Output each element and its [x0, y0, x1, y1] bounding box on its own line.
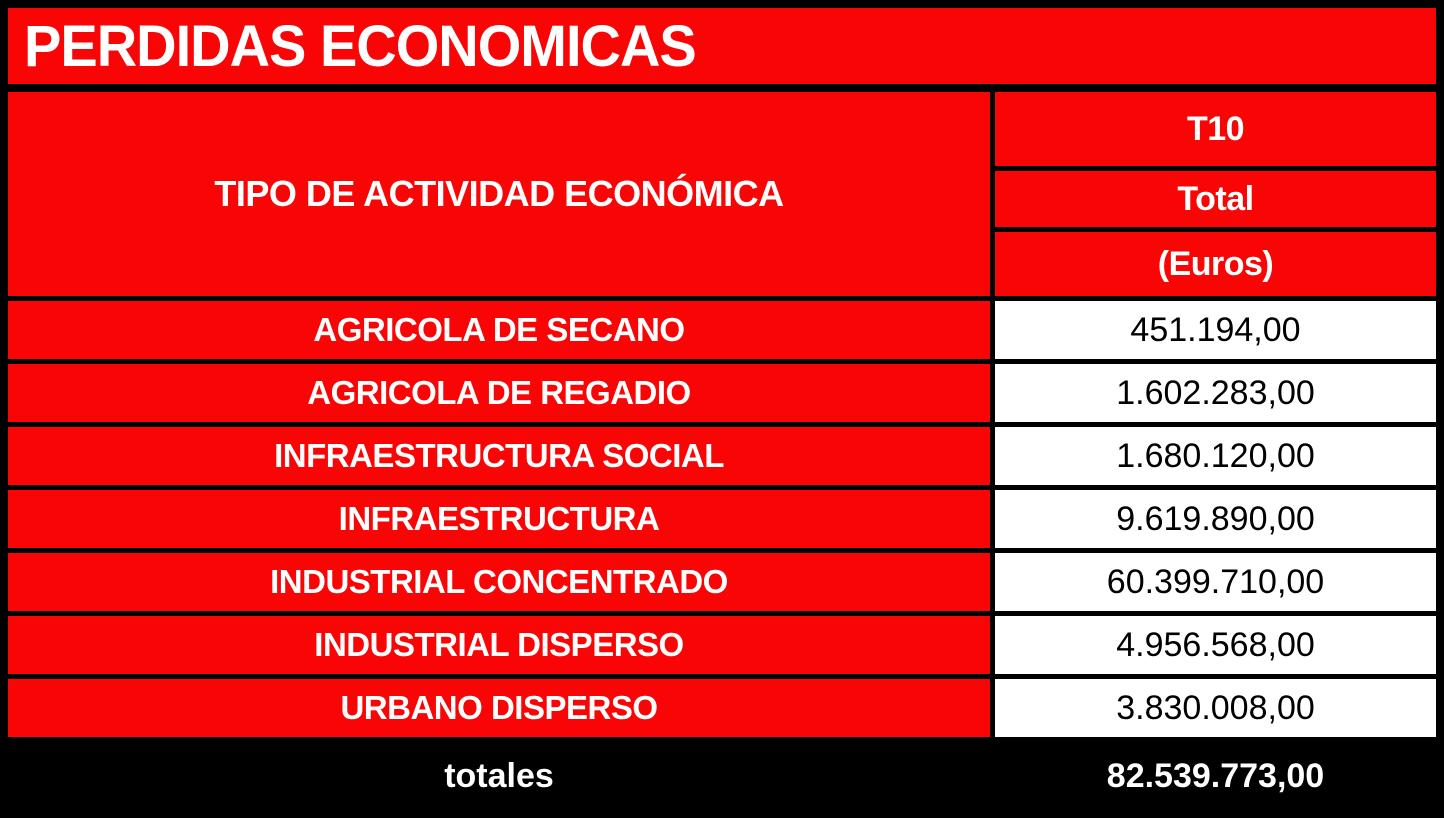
header-activity-type: TIPO DE ACTIVIDAD ECONÓMICA	[8, 92, 990, 296]
row-value-industrial-concentrado: 60.399.710,00	[995, 553, 1436, 611]
header-code-t10: T10	[995, 92, 1436, 166]
row-label-urbano-disperso: URBANO DISPERSO	[8, 679, 990, 737]
row-value-urbano-disperso: 3.830.008,00	[995, 679, 1436, 737]
row-label-agricola-secano: AGRICOLA DE SECANO	[8, 301, 990, 359]
row-value-infraestructura-social: 1.680.120,00	[995, 427, 1436, 485]
row-label-industrial-concentrado: INDUSTRIAL CONCENTRADO	[8, 553, 990, 611]
row-value-infraestructura: 9.619.890,00	[995, 490, 1436, 548]
row-value-agricola-secano: 451.194,00	[995, 301, 1436, 359]
row-label-agricola-regadio: AGRICOLA DE REGADIO	[8, 364, 990, 422]
row-label-infraestructura: INFRAESTRUCTURA	[8, 490, 990, 548]
row-value-agricola-regadio: 1.602.283,00	[995, 364, 1436, 422]
header-total: Total	[995, 171, 1436, 227]
report-title-bar: PERDIDAS ECONOMICAS	[8, 8, 1436, 84]
header-unit-euros: (Euros)	[995, 232, 1436, 296]
row-label-infraestructura-social: INFRAESTRUCTURA SOCIAL	[8, 427, 990, 485]
totals-value: 82.539.773,00	[995, 742, 1436, 810]
row-label-industrial-disperso: INDUSTRIAL DISPERSO	[8, 616, 990, 674]
totals-label: totales	[8, 742, 990, 810]
report-title: PERDIDAS ECONOMICAS	[24, 12, 697, 79]
losses-table: TIPO DE ACTIVIDAD ECONÓMICA T10 Total (E…	[8, 92, 1436, 810]
row-value-industrial-disperso: 4.956.568,00	[995, 616, 1436, 674]
